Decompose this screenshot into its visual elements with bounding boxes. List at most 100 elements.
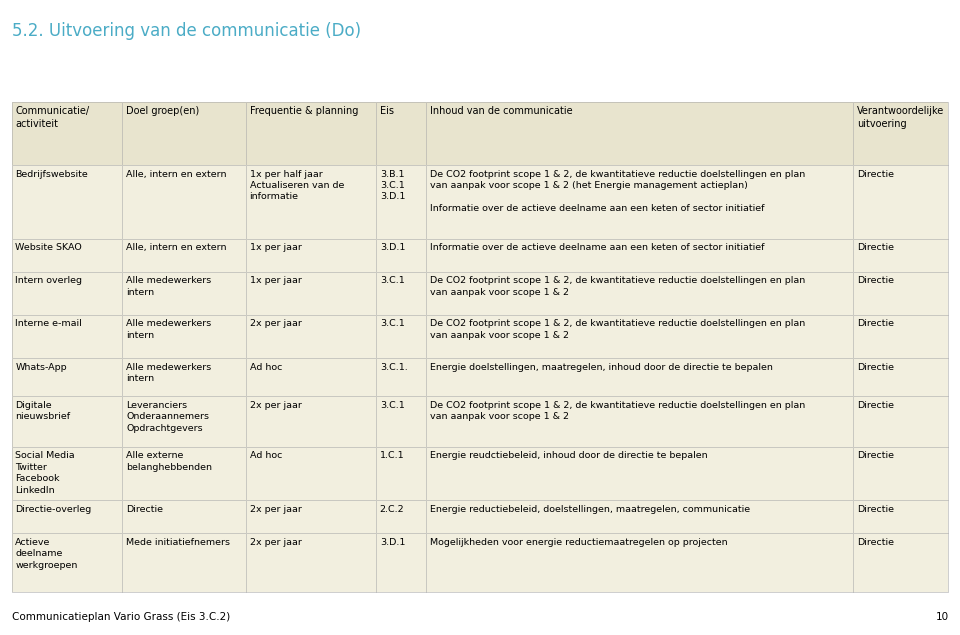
- Text: De CO2 footprint scope 1 & 2, de kwantitatieve reductie doelstellingen en plan
v: De CO2 footprint scope 1 & 2, de kwantit…: [430, 170, 805, 213]
- Bar: [853, 358, 948, 396]
- Text: Directie: Directie: [857, 170, 894, 178]
- Bar: [246, 500, 376, 533]
- Bar: [853, 396, 948, 447]
- Bar: [12, 102, 122, 165]
- Bar: [246, 102, 376, 165]
- Text: Directie: Directie: [857, 243, 894, 252]
- Bar: [122, 358, 246, 396]
- Bar: [853, 165, 948, 239]
- Bar: [376, 102, 426, 165]
- Bar: [853, 315, 948, 358]
- Bar: [122, 315, 246, 358]
- Text: De CO2 footprint scope 1 & 2, de kwantitatieve reductie doelstellingen en plan
v: De CO2 footprint scope 1 & 2, de kwantit…: [430, 401, 805, 421]
- Text: Mede initiatiefnemers: Mede initiatiefnemers: [126, 538, 230, 547]
- Text: 1x per jaar: 1x per jaar: [250, 243, 301, 252]
- Bar: [376, 533, 426, 592]
- Bar: [122, 315, 246, 358]
- Bar: [12, 165, 122, 239]
- Text: Alle medewerkers
intern: Alle medewerkers intern: [126, 276, 211, 297]
- Bar: [376, 447, 426, 500]
- Bar: [12, 396, 122, 447]
- Bar: [12, 500, 122, 533]
- Bar: [246, 533, 376, 592]
- Bar: [376, 239, 426, 272]
- Bar: [376, 165, 426, 239]
- Bar: [12, 533, 122, 592]
- Bar: [122, 447, 246, 500]
- Bar: [426, 102, 853, 165]
- Bar: [246, 272, 376, 315]
- Bar: [246, 358, 376, 396]
- Bar: [853, 102, 948, 165]
- Bar: [853, 533, 948, 592]
- Bar: [853, 239, 948, 272]
- Bar: [12, 272, 122, 315]
- Bar: [12, 358, 122, 396]
- Bar: [853, 533, 948, 592]
- Text: Directie: Directie: [857, 538, 894, 547]
- Text: 5.2. Uitvoering van de communicatie (Do): 5.2. Uitvoering van de communicatie (Do): [12, 22, 361, 40]
- Bar: [246, 315, 376, 358]
- Bar: [426, 447, 853, 500]
- Bar: [376, 315, 426, 358]
- Bar: [426, 500, 853, 533]
- Text: Directie: Directie: [857, 276, 894, 285]
- Bar: [122, 272, 246, 315]
- Bar: [426, 165, 853, 239]
- Text: De CO2 footprint scope 1 & 2, de kwantitatieve reductie doelstellingen en plan
v: De CO2 footprint scope 1 & 2, de kwantit…: [430, 319, 805, 340]
- Bar: [12, 102, 122, 165]
- Text: Informatie over de actieve deelname aan een keten of sector initiatief: Informatie over de actieve deelname aan …: [430, 243, 764, 252]
- Bar: [853, 165, 948, 239]
- Bar: [426, 315, 853, 358]
- Text: Bedrijfswebsite: Bedrijfswebsite: [15, 170, 88, 178]
- Text: 1x per half jaar
Actualiseren van de
informatie: 1x per half jaar Actualiseren van de inf…: [250, 170, 344, 201]
- Text: Intern overleg: Intern overleg: [15, 276, 83, 285]
- Text: 10: 10: [935, 612, 948, 622]
- Text: Ad hoc: Ad hoc: [250, 451, 282, 460]
- Bar: [426, 315, 853, 358]
- Text: Digitale
nieuwsbrief: Digitale nieuwsbrief: [15, 401, 70, 421]
- Text: 2.C.2: 2.C.2: [380, 505, 404, 514]
- Bar: [853, 358, 948, 396]
- Bar: [376, 315, 426, 358]
- Bar: [853, 272, 948, 315]
- Bar: [12, 239, 122, 272]
- Bar: [426, 358, 853, 396]
- Text: 2x per jaar: 2x per jaar: [250, 401, 301, 410]
- Bar: [246, 315, 376, 358]
- Bar: [376, 500, 426, 533]
- Text: Mogelijkheden voor energie reductiemaatregelen op projecten: Mogelijkheden voor energie reductiemaatr…: [430, 538, 728, 547]
- Bar: [853, 396, 948, 447]
- Text: Energie reductiebeleid, doelstellingen, maatregelen, communicatie: Energie reductiebeleid, doelstellingen, …: [430, 505, 750, 514]
- Text: 3.D.1: 3.D.1: [380, 538, 405, 547]
- Text: 1x per jaar: 1x per jaar: [250, 276, 301, 285]
- Bar: [376, 165, 426, 239]
- Text: Frequentie & planning: Frequentie & planning: [250, 106, 358, 116]
- Text: Directie: Directie: [857, 401, 894, 410]
- Bar: [376, 396, 426, 447]
- Bar: [853, 500, 948, 533]
- Bar: [853, 239, 948, 272]
- Text: Interne e-mail: Interne e-mail: [15, 319, 83, 328]
- Bar: [246, 533, 376, 592]
- Bar: [12, 272, 122, 315]
- Text: 3.C.1: 3.C.1: [380, 319, 404, 328]
- Text: Directie: Directie: [857, 505, 894, 514]
- Text: Doel groep(en): Doel groep(en): [126, 106, 200, 116]
- Bar: [853, 315, 948, 358]
- Bar: [122, 447, 246, 500]
- Bar: [12, 358, 122, 396]
- Bar: [122, 272, 246, 315]
- Bar: [426, 165, 853, 239]
- Text: 1.C.1: 1.C.1: [380, 451, 404, 460]
- Bar: [246, 500, 376, 533]
- Bar: [122, 102, 246, 165]
- Bar: [376, 500, 426, 533]
- Bar: [853, 500, 948, 533]
- Bar: [122, 165, 246, 239]
- Text: Directie: Directie: [857, 319, 894, 328]
- Bar: [12, 315, 122, 358]
- Bar: [122, 500, 246, 533]
- Bar: [376, 533, 426, 592]
- Text: Social Media
Twitter
Facebook
LinkedIn: Social Media Twitter Facebook LinkedIn: [15, 451, 75, 495]
